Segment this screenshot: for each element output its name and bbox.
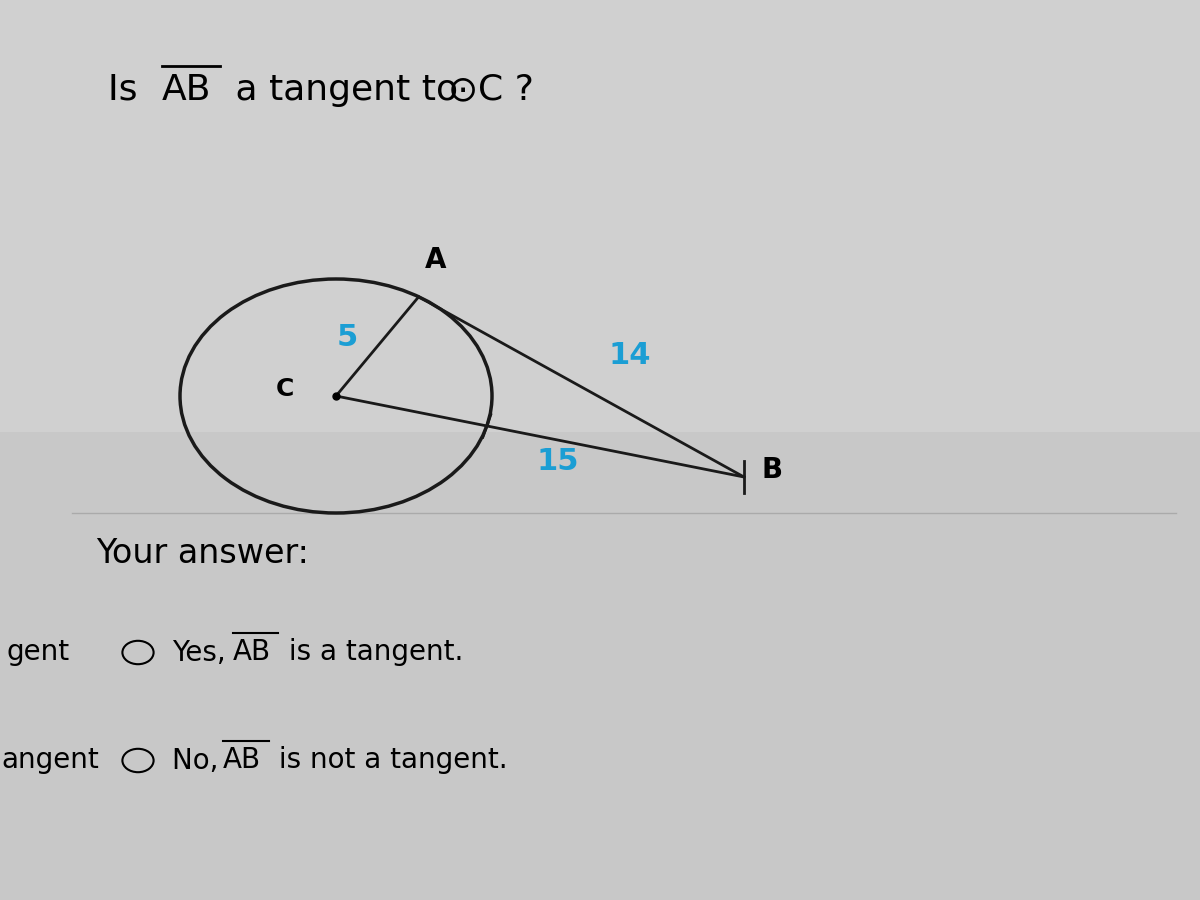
- Text: Is: Is: [108, 73, 149, 107]
- Text: 14: 14: [608, 341, 650, 370]
- Text: AB: AB: [233, 638, 271, 667]
- Text: A: A: [425, 247, 446, 274]
- Text: C: C: [276, 377, 294, 400]
- Text: B: B: [762, 455, 784, 484]
- Text: 15: 15: [536, 447, 580, 476]
- Text: AB: AB: [223, 746, 262, 775]
- Text: a tangent to: a tangent to: [224, 73, 470, 107]
- Text: C ?: C ?: [478, 73, 534, 107]
- Text: gent: gent: [6, 638, 70, 667]
- Text: AB: AB: [162, 73, 211, 107]
- Text: Yes,: Yes,: [172, 638, 234, 667]
- Text: is not a tangent.: is not a tangent.: [270, 746, 508, 775]
- Text: 5: 5: [337, 323, 358, 352]
- Text: Your answer:: Your answer:: [96, 537, 308, 570]
- Text: angent: angent: [1, 746, 98, 775]
- Text: No,: No,: [172, 746, 227, 775]
- Text: ⊙: ⊙: [448, 73, 478, 107]
- Text: is a tangent.: is a tangent.: [280, 638, 463, 667]
